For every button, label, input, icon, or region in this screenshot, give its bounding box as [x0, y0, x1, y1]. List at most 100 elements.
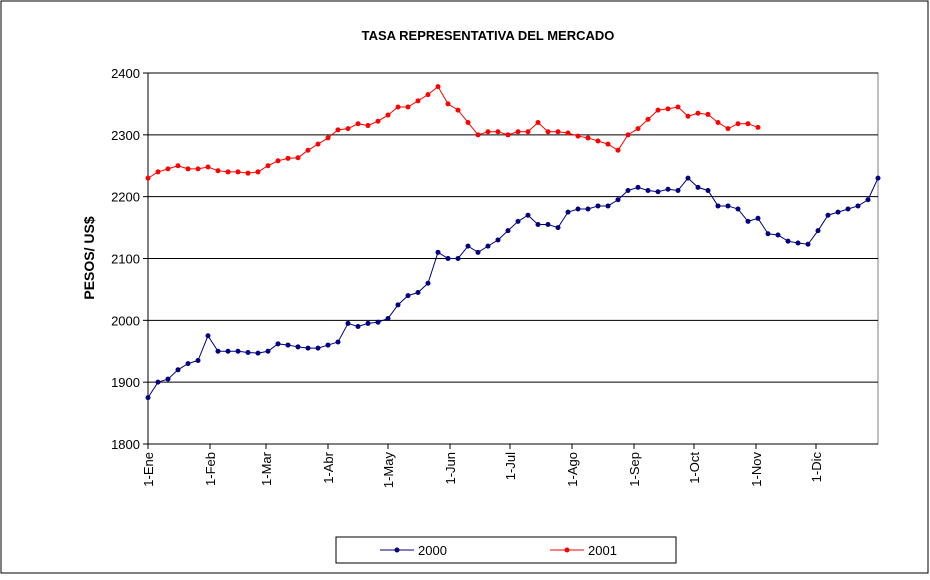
x-tick-label: 1-Oct — [687, 452, 702, 484]
data-point — [605, 203, 611, 209]
legend-marker — [394, 547, 400, 553]
data-point — [665, 106, 671, 112]
data-point — [325, 342, 331, 348]
data-point — [395, 104, 401, 110]
y-tick-label: 2100 — [111, 252, 140, 267]
data-point — [675, 187, 681, 193]
data-point — [305, 345, 311, 351]
legend-label: 2001 — [588, 543, 617, 558]
data-point — [155, 169, 161, 175]
data-point — [855, 203, 861, 209]
data-point — [345, 126, 351, 132]
data-point — [465, 243, 471, 249]
data-point — [265, 163, 271, 169]
data-point — [535, 221, 541, 227]
data-point — [355, 324, 361, 330]
data-point — [625, 132, 631, 138]
x-tick-label: 1-Abr — [321, 451, 336, 483]
data-point — [375, 319, 381, 325]
data-point — [515, 129, 521, 135]
data-point — [755, 124, 761, 130]
data-point — [705, 187, 711, 193]
data-point — [645, 116, 651, 122]
data-point — [255, 350, 261, 356]
data-point — [695, 110, 701, 116]
data-point — [175, 367, 181, 373]
data-point — [645, 187, 651, 193]
data-point — [785, 238, 791, 244]
data-point — [775, 232, 781, 238]
x-tick-label: 1-Jul — [503, 452, 518, 480]
data-point — [735, 121, 741, 127]
y-tick-label: 1900 — [111, 375, 140, 390]
data-point — [525, 212, 531, 218]
data-point — [555, 129, 561, 135]
data-point — [145, 175, 151, 181]
data-point — [465, 119, 471, 125]
x-tick-label: 1-Ago — [565, 452, 580, 487]
data-point — [225, 348, 231, 354]
data-point — [765, 231, 771, 237]
data-point — [805, 241, 811, 247]
data-point — [845, 206, 851, 212]
data-point — [235, 348, 241, 354]
x-tick-label: 1-May — [381, 452, 396, 489]
data-point — [655, 107, 661, 113]
data-point — [685, 113, 691, 119]
data-point — [485, 243, 491, 249]
data-point — [415, 290, 421, 296]
data-point — [505, 228, 511, 234]
data-point — [205, 164, 211, 170]
data-point — [405, 293, 411, 299]
data-point — [515, 218, 521, 224]
y-tick-label: 2300 — [111, 128, 140, 143]
data-point — [365, 123, 371, 129]
x-tick-label: 1-Feb — [203, 452, 218, 486]
data-point — [705, 111, 711, 117]
data-point — [385, 315, 391, 321]
data-point — [595, 138, 601, 144]
data-point — [475, 132, 481, 138]
legend-label: 2000 — [418, 543, 447, 558]
data-point — [585, 206, 591, 212]
data-point — [795, 240, 801, 246]
data-point — [665, 186, 671, 192]
data-point — [485, 129, 491, 135]
data-point — [215, 348, 221, 354]
data-point — [185, 166, 191, 172]
legend-marker — [564, 547, 570, 553]
data-point — [475, 249, 481, 255]
data-point — [285, 342, 291, 348]
data-point — [225, 169, 231, 175]
data-point — [285, 155, 291, 161]
data-point — [565, 130, 571, 136]
data-point — [275, 158, 281, 164]
data-point — [255, 169, 261, 175]
y-tick-label: 2200 — [111, 190, 140, 205]
x-tick-label: 1-Mar — [259, 451, 274, 486]
data-point — [195, 358, 201, 364]
x-tick-label: 1-Ene — [141, 452, 156, 487]
data-point — [315, 345, 321, 351]
data-point — [825, 212, 831, 218]
data-point — [695, 184, 701, 190]
data-point — [715, 119, 721, 125]
x-tick-label: 1-Dic — [809, 452, 824, 483]
data-point — [755, 215, 761, 221]
data-point — [685, 175, 691, 181]
data-point — [405, 104, 411, 110]
data-point — [295, 155, 301, 161]
data-point — [445, 101, 451, 107]
data-point — [425, 92, 431, 98]
data-point — [425, 280, 431, 286]
data-point — [275, 341, 281, 347]
data-point — [345, 320, 351, 326]
chart-title: TASA REPRESENTATIVA DEL MERCADO — [362, 28, 615, 43]
data-point — [305, 147, 311, 153]
data-point — [325, 135, 331, 141]
data-point — [195, 166, 201, 172]
data-point — [165, 376, 171, 382]
data-point — [605, 141, 611, 147]
data-point — [145, 395, 151, 401]
data-point — [295, 344, 301, 350]
